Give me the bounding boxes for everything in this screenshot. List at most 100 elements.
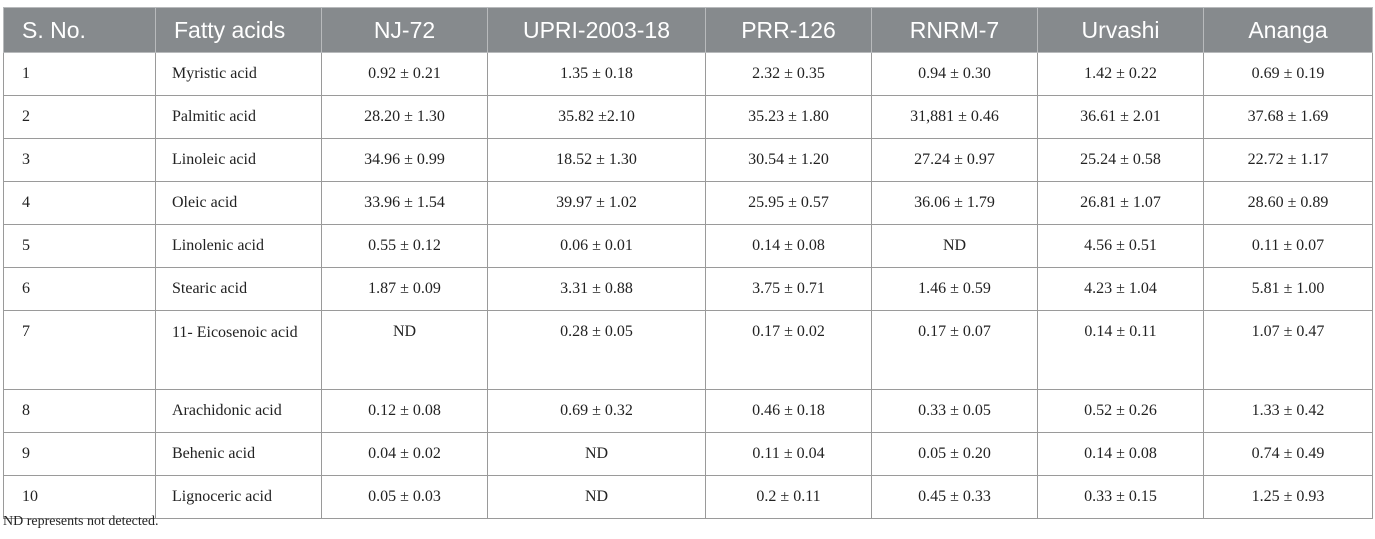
table-footnote: ND represents not detected. xyxy=(3,514,159,529)
value-cell: 27.24 ± 0.97 xyxy=(871,138,1038,182)
value-cell: 0.06 ± 0.01 xyxy=(487,224,706,268)
fatty-acid-name: Stearic acid xyxy=(155,267,322,311)
table-row: 4 Oleic acid 33.96 ± 1.54 39.97 ± 1.02 2… xyxy=(3,181,1373,225)
value-cell: 0.11 ± 0.07 xyxy=(1203,224,1373,268)
value-cell: 0.12 ± 0.08 xyxy=(321,389,488,433)
value-cell: 0.45 ± 0.33 xyxy=(871,475,1038,519)
value-cell: 39.97 ± 1.02 xyxy=(487,181,706,225)
value-cell: 30.54 ± 1.20 xyxy=(705,138,872,182)
value-cell: 0.46 ± 0.18 xyxy=(705,389,872,433)
value-cell: 4.56 ± 0.51 xyxy=(1037,224,1204,268)
value-cell: 0.17 ± 0.02 xyxy=(705,310,872,390)
fatty-acid-name: Lignoceric acid xyxy=(155,475,322,519)
fatty-acid-name: Linolenic acid xyxy=(155,224,322,268)
header-cell: Urvashi xyxy=(1037,7,1204,53)
value-cell: 0.92 ± 0.21 xyxy=(321,52,488,96)
value-cell: 0.94 ± 0.30 xyxy=(871,52,1038,96)
table-row: 5 Linolenic acid 0.55 ± 0.12 0.06 ± 0.01… xyxy=(3,224,1373,268)
table-row: 6 Stearic acid 1.87 ± 0.09 3.31 ± 0.88 3… xyxy=(3,267,1373,311)
header-cell: UPRI-2003-18 xyxy=(487,7,706,53)
value-cell: 0.52 ± 0.26 xyxy=(1037,389,1204,433)
value-cell: 0.69 ± 0.19 xyxy=(1203,52,1373,96)
row-number: 10 xyxy=(3,475,156,519)
header-cell: Ananga xyxy=(1203,7,1373,53)
value-cell: 1.87 ± 0.09 xyxy=(321,267,488,311)
fatty-acid-name: Oleic acid xyxy=(155,181,322,225)
value-cell: 28.20 ± 1.30 xyxy=(321,95,488,139)
header-cell: S. No. xyxy=(3,7,156,53)
table-row: 7 11- Eicosenoic acid ND 0.28 ± 0.05 0.1… xyxy=(3,310,1373,390)
value-cell: 0.04 ± 0.02 xyxy=(321,432,488,476)
row-number: 1 xyxy=(3,52,156,96)
value-cell: ND xyxy=(487,432,706,476)
fatty-acid-name: Behenic acid xyxy=(155,432,322,476)
value-cell: 37.68 ± 1.69 xyxy=(1203,95,1373,139)
header-row: S. No. Fatty acids NJ-72 UPRI-2003-18 PR… xyxy=(3,7,1373,53)
table-row: 8 Arachidonic acid 0.12 ± 0.08 0.69 ± 0.… xyxy=(3,389,1373,433)
table-row: 2 Palmitic acid 28.20 ± 1.30 35.82 ±2.10… xyxy=(3,95,1373,139)
header-cell: NJ-72 xyxy=(321,7,488,53)
row-number: 7 xyxy=(3,310,156,390)
value-cell: 1.33 ± 0.42 xyxy=(1203,389,1373,433)
value-cell: 31,881 ± 0.46 xyxy=(871,95,1038,139)
fatty-acid-name: Arachidonic acid xyxy=(155,389,322,433)
value-cell: ND xyxy=(871,224,1038,268)
value-cell: 33.96 ± 1.54 xyxy=(321,181,488,225)
value-cell: ND xyxy=(321,310,488,390)
fatty-acid-name: 11- Eicosenoic acid xyxy=(155,310,322,390)
fatty-acid-table: S. No. Fatty acids NJ-72 UPRI-2003-18 PR… xyxy=(3,7,1373,519)
fatty-acid-name: Linoleic acid xyxy=(155,138,322,182)
value-cell: 1.42 ± 0.22 xyxy=(1037,52,1204,96)
value-cell: 3.31 ± 0.88 xyxy=(487,267,706,311)
value-cell: 0.11 ± 0.04 xyxy=(705,432,872,476)
table-row: 3 Linoleic acid 34.96 ± 0.99 18.52 ± 1.3… xyxy=(3,138,1373,182)
value-cell: 0.33 ± 0.05 xyxy=(871,389,1038,433)
value-cell: 18.52 ± 1.30 xyxy=(487,138,706,182)
value-cell: 0.05 ± 0.03 xyxy=(321,475,488,519)
header-cell: RNRM-7 xyxy=(871,7,1038,53)
value-cell: 0.17 ± 0.07 xyxy=(871,310,1038,390)
value-cell: 26.81 ± 1.07 xyxy=(1037,181,1204,225)
fatty-acid-name: Palmitic acid xyxy=(155,95,322,139)
value-cell: 0.28 ± 0.05 xyxy=(487,310,706,390)
header-cell: PRR-126 xyxy=(705,7,872,53)
value-cell: 0.55 ± 0.12 xyxy=(321,224,488,268)
value-cell: ND xyxy=(487,475,706,519)
value-cell: 25.95 ± 0.57 xyxy=(705,181,872,225)
fatty-acid-name: Myristic acid xyxy=(155,52,322,96)
value-cell: 0.2 ± 0.11 xyxy=(705,475,872,519)
row-number: 3 xyxy=(3,138,156,182)
value-cell: 0.05 ± 0.20 xyxy=(871,432,1038,476)
value-cell: 4.23 ± 1.04 xyxy=(1037,267,1204,311)
value-cell: 0.14 ± 0.11 xyxy=(1037,310,1204,390)
row-number: 8 xyxy=(3,389,156,433)
table-row: 9 Behenic acid 0.04 ± 0.02 ND 0.11 ± 0.0… xyxy=(3,432,1373,476)
value-cell: 34.96 ± 0.99 xyxy=(321,138,488,182)
row-number: 6 xyxy=(3,267,156,311)
value-cell: 0.33 ± 0.15 xyxy=(1037,475,1204,519)
row-number: 5 xyxy=(3,224,156,268)
header-cell: Fatty acids xyxy=(155,7,322,53)
value-cell: 3.75 ± 0.71 xyxy=(705,267,872,311)
value-cell: 25.24 ± 0.58 xyxy=(1037,138,1204,182)
value-cell: 35.23 ± 1.80 xyxy=(705,95,872,139)
value-cell: 1.07 ± 0.47 xyxy=(1203,310,1373,390)
value-cell: 1.46 ± 0.59 xyxy=(871,267,1038,311)
value-cell: 28.60 ± 0.89 xyxy=(1203,181,1373,225)
value-cell: 1.25 ± 0.93 xyxy=(1203,475,1373,519)
value-cell: 22.72 ± 1.17 xyxy=(1203,138,1373,182)
table-row: 10 Lignoceric acid 0.05 ± 0.03 ND 0.2 ± … xyxy=(3,475,1373,519)
value-cell: 35.82 ±2.10 xyxy=(487,95,706,139)
value-cell: 1.35 ± 0.18 xyxy=(487,52,706,96)
row-number: 2 xyxy=(3,95,156,139)
value-cell: 36.61 ± 2.01 xyxy=(1037,95,1204,139)
value-cell: 0.14 ± 0.08 xyxy=(705,224,872,268)
value-cell: 5.81 ± 1.00 xyxy=(1203,267,1373,311)
value-cell: 36.06 ± 1.79 xyxy=(871,181,1038,225)
row-number: 4 xyxy=(3,181,156,225)
value-cell: 0.14 ± 0.08 xyxy=(1037,432,1204,476)
value-cell: 2.32 ± 0.35 xyxy=(705,52,872,96)
table-row: 1 Myristic acid 0.92 ± 0.21 1.35 ± 0.18 … xyxy=(3,52,1373,96)
value-cell: 0.74 ± 0.49 xyxy=(1203,432,1373,476)
value-cell: 0.69 ± 0.32 xyxy=(487,389,706,433)
